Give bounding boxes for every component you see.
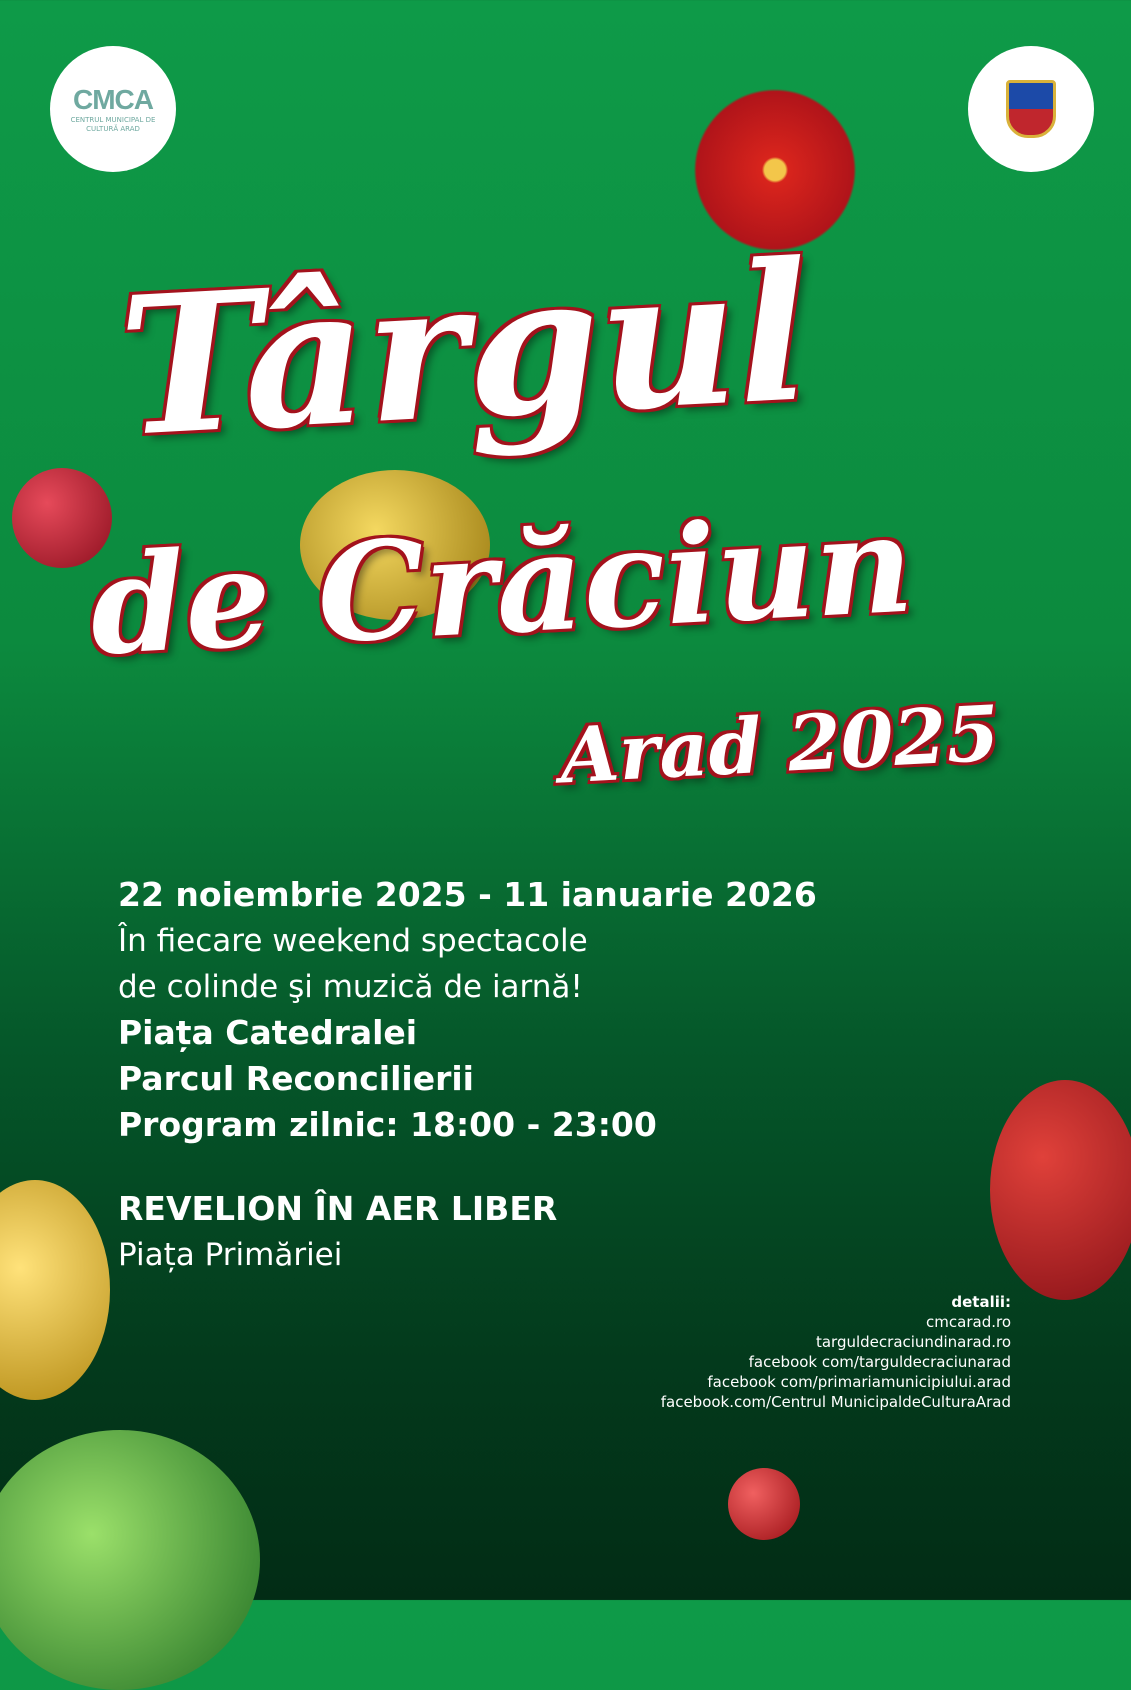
gold-ornament-center (300, 470, 490, 620)
schedule: Program zilnic: 18:00 - 23:00 (118, 1105, 657, 1144)
ornament-green-ball (0, 1430, 260, 1690)
cmca-logo: CMCA CENTRUL MUNICIPAL DE CULTURĂ ARAD (50, 46, 176, 172)
event-description-2: de colinde şi muzică de iarnă! (118, 969, 583, 1005)
location-2: Parcul Reconcilierii (118, 1059, 474, 1098)
cmca-logo-text: CMCA (73, 84, 154, 115)
ornament-red-small (728, 1468, 800, 1540)
poinsettia-flower (680, 80, 870, 260)
link-facebook-targul[interactable]: facebook com/targuldecraciunarad (748, 1353, 1011, 1371)
ornament-red-ball (12, 468, 112, 568)
link-targul-site[interactable]: targuldecraciundinarad.ro (815, 1333, 1011, 1351)
new-year-location: Piața Primăriei (118, 1237, 343, 1273)
title-line-2: de Crăciun (86, 483, 917, 686)
title-line-1: Târgul (114, 220, 815, 479)
location-1: Piața Catedralei (118, 1013, 418, 1052)
link-cmcarad[interactable]: cmcarad.ro (926, 1313, 1011, 1331)
link-facebook-primaria[interactable]: facebook com/primariamunicipiului.arad (707, 1373, 1011, 1391)
cmca-logo-subtitle: CENTRUL MUNICIPAL DE CULTURĂ ARAD (70, 116, 156, 133)
arad-coat-of-arms-logo (968, 46, 1094, 172)
details-heading: detalii: (951, 1293, 1011, 1311)
coat-of-arms-icon (1006, 80, 1056, 138)
ornament-star-ball (990, 1080, 1131, 1300)
event-description-1: În fiecare weekend spectacole (118, 923, 588, 959)
event-info: 22 noiembrie 2025 - 11 ianuarie 2026 În … (118, 872, 817, 1278)
new-year-event: REVELION ÎN AER LIBER (118, 1189, 558, 1228)
link-facebook-cmca[interactable]: facebook.com/Centrul MunicipaldeCulturaA… (660, 1393, 1011, 1411)
details-block: detalii: cmcarad.ro targuldecraciundinar… (661, 1292, 1011, 1412)
title-line-3: Arad 2025 (557, 688, 1002, 801)
event-dates: 22 noiembrie 2025 - 11 ianuarie 2026 (118, 875, 817, 914)
ornament-gold-ball (0, 1180, 110, 1400)
